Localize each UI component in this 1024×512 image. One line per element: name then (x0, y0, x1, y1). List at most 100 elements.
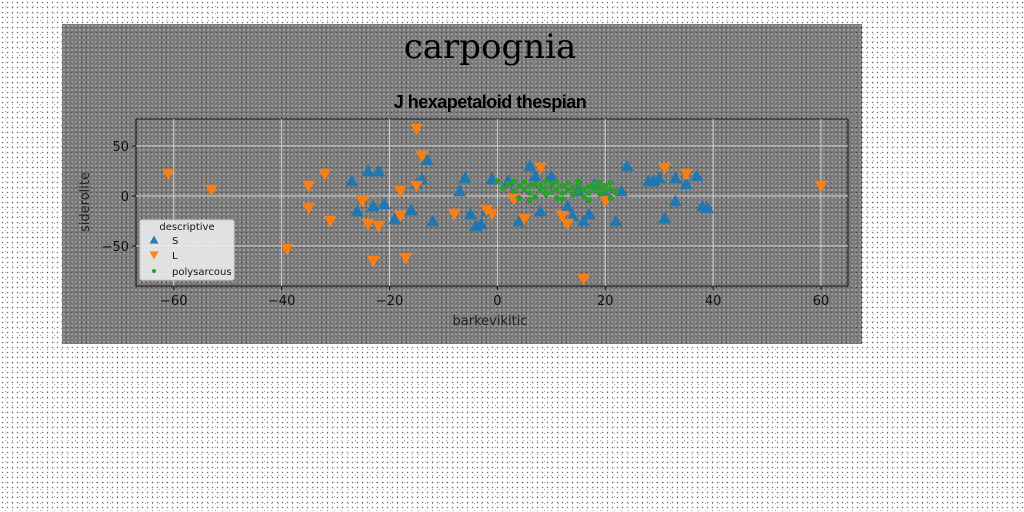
point-l (302, 202, 316, 215)
point-s (647, 174, 661, 187)
point-polysarcous (586, 184, 593, 190)
point-s (377, 197, 391, 210)
point-polysarcous (575, 189, 582, 195)
point-s (609, 214, 623, 227)
point-s (512, 214, 526, 227)
point-s (544, 169, 558, 182)
point-l (356, 195, 370, 208)
plot-area (135, 118, 849, 287)
x-tick-label: −60 (160, 294, 187, 309)
point-l (361, 218, 375, 231)
x-tick-label: 0 (493, 294, 501, 309)
scatter-chart: carpognia J hexapetaloid thespian −60 −40… (78, 27, 849, 329)
point-s (577, 214, 591, 227)
point-polysarcous (607, 186, 614, 192)
x-tick-label: 60 (813, 294, 830, 309)
point-polysarcous (516, 195, 522, 201)
point-s (388, 212, 402, 225)
point-polysarcous (532, 194, 539, 200)
point-s (668, 194, 682, 207)
point-s (453, 184, 467, 197)
point-s (658, 211, 672, 224)
x-tick-label: 40 (705, 294, 722, 309)
point-polysarcous (516, 183, 522, 189)
point-l (658, 162, 672, 175)
point-l (561, 218, 575, 231)
point-polysarcous (526, 197, 533, 203)
point-polysarcous (559, 190, 566, 196)
point-l (393, 185, 407, 198)
chart-title: J hexapetaloid thespian (394, 92, 587, 112)
point-s (620, 159, 634, 172)
grid-lines (136, 119, 848, 286)
point-polysarcous (559, 183, 566, 189)
point-l (393, 210, 407, 223)
legend-label-s: S (172, 236, 178, 247)
point-s (566, 209, 580, 222)
point-l (323, 215, 337, 228)
point-s (534, 204, 548, 217)
point-polysarcous (575, 182, 582, 188)
point-polysarcous (510, 188, 517, 194)
point-s (463, 207, 477, 220)
point-s (523, 159, 537, 172)
point-s (679, 177, 693, 190)
y-axis-label: siderolite (78, 172, 93, 232)
point-polysarcous (586, 190, 593, 196)
x-tick-label: 20 (597, 294, 614, 309)
point-s (420, 153, 434, 166)
point-polysarcous (575, 178, 582, 184)
point-polysarcous (505, 181, 512, 187)
point-polysarcous (553, 186, 560, 192)
x-tick-label: −20 (376, 294, 403, 309)
point-s (690, 169, 704, 182)
point-polysarcous (537, 182, 544, 188)
y-tick-label: −50 (102, 240, 129, 255)
point-polysarcous (559, 196, 566, 202)
point-l (205, 184, 219, 197)
point-s (345, 174, 359, 187)
point-polysarcous (553, 179, 560, 185)
point-s (561, 199, 575, 212)
point-l (679, 168, 693, 181)
point-polysarcous (596, 185, 603, 191)
point-s (501, 174, 515, 187)
point-polysarcous (553, 195, 560, 201)
point-polysarcous (548, 181, 555, 187)
legend-marker-polysarcous (151, 268, 157, 274)
point-polysarcous (607, 195, 614, 201)
legend-label-polysarcous: polysarcous (172, 267, 232, 278)
point-polysarcous (602, 183, 609, 189)
point-l (318, 168, 332, 181)
point-l (161, 168, 175, 181)
point-s (361, 164, 375, 177)
point-s (372, 164, 386, 177)
point-s (652, 171, 666, 184)
point-polysarcous (569, 185, 576, 191)
point-s (404, 203, 418, 216)
point-polysarcous (580, 186, 587, 192)
point-polysarcous (613, 189, 619, 195)
point-polysarcous (526, 190, 533, 196)
point-polysarcous (543, 191, 549, 197)
point-polysarcous (499, 185, 506, 191)
x-tick-label: −40 (268, 294, 295, 309)
legend-label-l: L (172, 251, 178, 262)
point-l (409, 123, 423, 136)
y-tick-label: 0 (121, 190, 129, 205)
legend-marker-s (149, 235, 159, 244)
point-polysarcous (510, 178, 517, 184)
point-polysarcous (521, 186, 528, 192)
y-tick-label: 50 (112, 140, 129, 155)
point-s (701, 201, 715, 214)
point-l (577, 273, 591, 286)
data-points (161, 123, 828, 286)
point-polysarcous (596, 191, 603, 197)
point-l (409, 180, 423, 193)
legend-box (139, 219, 235, 281)
point-polysarcous (543, 178, 549, 184)
point-polysarcous (591, 187, 598, 193)
legend-title: descriptive (159, 222, 214, 233)
point-s (366, 199, 380, 212)
point-l (555, 210, 569, 223)
